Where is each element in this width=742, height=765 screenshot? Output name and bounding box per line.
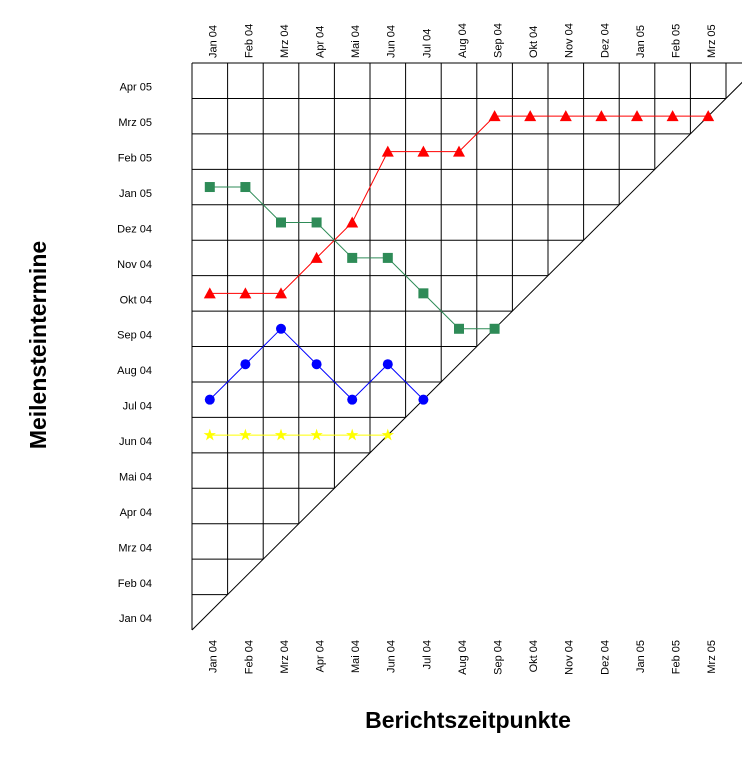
x-tick-label-bottom: Feb 05 (671, 640, 683, 674)
marker (418, 288, 429, 299)
marker (203, 428, 216, 441)
marker (310, 428, 323, 441)
y-tick-label: Jan 05 (119, 188, 152, 200)
marker (382, 252, 393, 263)
x-tick-label-bottom: Dez 04 (599, 640, 611, 675)
y-tick-label: Mai 04 (119, 471, 152, 483)
x-tick-label-top: Nov 04 (564, 23, 576, 58)
marker (275, 287, 287, 299)
marker (311, 359, 322, 370)
marker (276, 217, 286, 228)
x-tick-label-bottom: Jun 04 (386, 640, 398, 673)
y-tick-label: Mrz 04 (118, 542, 152, 554)
marker (381, 145, 394, 157)
marker (346, 216, 359, 228)
x-tick-label-top: Apr 04 (315, 26, 327, 58)
marker (347, 252, 358, 263)
x-axis-title: Berichtszeitpunkte (365, 707, 571, 733)
x-tick-label-bottom: Jan 04 (208, 640, 220, 673)
x-tick-label-bottom: Jul 04 (421, 640, 433, 669)
y-tick-label: Apr 04 (120, 507, 152, 519)
marker (381, 428, 394, 441)
marker (488, 110, 501, 122)
x-tick-label-top: Feb 05 (671, 24, 683, 58)
x-tick-label-bottom: Jan 05 (635, 640, 647, 673)
y-tick-label: Mrz 05 (118, 117, 152, 129)
y-tick-label: Jan 04 (119, 613, 152, 625)
marker (239, 428, 252, 441)
x-tick-label-top: Aug 04 (457, 23, 469, 58)
x-tick-label-bottom: Sep 04 (493, 640, 505, 675)
marker (311, 217, 322, 228)
marker (595, 110, 608, 122)
x-tick-label-bottom: Okt 04 (528, 640, 540, 672)
x-tick-label-top: Feb 04 (243, 24, 255, 58)
x-tick-label-bottom: Mrz 05 (706, 640, 718, 674)
marker (240, 359, 251, 370)
x-tick-label-bottom: Nov 04 (564, 640, 576, 675)
marker (346, 428, 359, 441)
marker (204, 182, 215, 193)
y-tick-label: Sep 04 (117, 330, 152, 342)
y-tick-label: Aug 04 (117, 365, 152, 377)
marker (524, 110, 537, 122)
y-tick-label: Feb 05 (118, 153, 152, 165)
x-tick-label-bottom: Apr 04 (315, 640, 327, 672)
marker (204, 394, 215, 405)
y-axis-title: Meilensteintermine (25, 241, 51, 449)
x-tick-label-bottom: Mai 04 (350, 640, 362, 673)
x-tick-label-top: Okt 04 (528, 26, 540, 58)
diagonal (191, 81, 742, 631)
marker (240, 182, 251, 193)
y-tick-label: Dez 04 (117, 223, 152, 235)
y-tick-label: Jul 04 (123, 401, 152, 413)
marker (203, 287, 216, 299)
x-tick-label-bottom: Feb 04 (243, 640, 255, 674)
y-tick-label: Feb 04 (118, 578, 152, 590)
marker (631, 110, 643, 122)
marker (239, 287, 252, 299)
marker (453, 145, 465, 157)
marker (702, 110, 715, 122)
y-tick-label: Nov 04 (117, 259, 152, 271)
marker (382, 359, 393, 370)
y-tick-label: Apr 05 (120, 82, 152, 94)
x-tick-label-top: Mrz 05 (706, 24, 718, 58)
x-tick-label-bottom: Aug 04 (457, 640, 469, 675)
x-tick-label-top: Jan 04 (208, 25, 220, 58)
marker (347, 394, 358, 405)
y-tick-label: Okt 04 (120, 294, 152, 306)
marker (454, 323, 464, 334)
x-tick-label-top: Mai 04 (350, 25, 362, 58)
marker (274, 428, 288, 441)
marker (310, 251, 323, 263)
marker (559, 110, 572, 122)
x-tick-label-top: Jun 04 (386, 25, 398, 58)
y-tick-label: Jun 04 (119, 436, 152, 448)
marker (489, 323, 500, 334)
marker (666, 110, 679, 122)
x-tick-label-top: Jul 04 (421, 29, 433, 58)
x-tick-label-top: Mrz 04 (279, 24, 291, 58)
marker (418, 394, 429, 405)
x-tick-label-top: Sep 04 (493, 23, 505, 58)
marker (276, 323, 286, 334)
x-tick-label-top: Dez 04 (599, 23, 611, 58)
x-tick-label-top: Jan 05 (635, 25, 647, 58)
marker (417, 145, 430, 157)
x-tick-label-bottom: Mrz 04 (279, 640, 291, 674)
